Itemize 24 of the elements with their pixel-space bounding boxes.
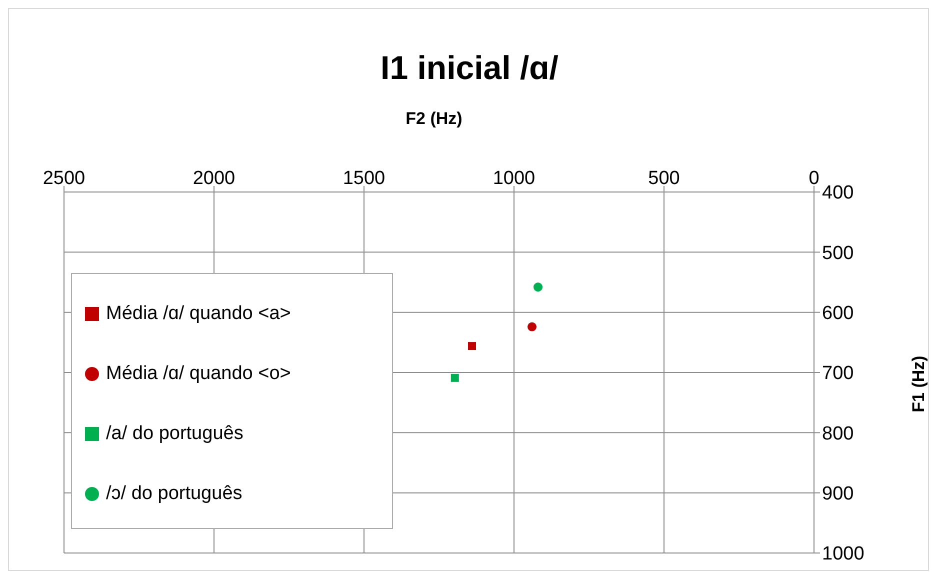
legend-label: /a/ do português bbox=[106, 423, 244, 445]
legend-label: Média /ɑ/ quando <a> bbox=[106, 303, 291, 325]
legend-label: Média /ɑ/ quando <o> bbox=[106, 363, 291, 385]
x-tick-label: 2000 bbox=[192, 168, 236, 189]
point bbox=[533, 282, 543, 292]
point bbox=[468, 342, 476, 350]
point bbox=[450, 374, 459, 382]
x-tick-label: 1000 bbox=[492, 168, 536, 189]
y-tick-label: 500 bbox=[822, 242, 854, 264]
x-tick-label: 500 bbox=[648, 168, 680, 189]
y-tick-label: 700 bbox=[822, 363, 854, 384]
legend-label: /ɔ/ do português bbox=[106, 483, 242, 505]
chart-title: I1 inicial /ɑ/ bbox=[380, 49, 560, 87]
x-axis-title: F2 (Hz) bbox=[404, 109, 464, 129]
x-tick-label: 1500 bbox=[342, 168, 386, 189]
x-tick-label: 0 bbox=[808, 168, 820, 189]
x-tick-label: 2500 bbox=[42, 168, 86, 189]
y-tick-label: 800 bbox=[822, 423, 854, 444]
y-tick-label: 600 bbox=[822, 303, 854, 324]
y-axis-title: F1 (Hz) bbox=[909, 354, 929, 414]
y-tick-label: 1000 bbox=[822, 544, 864, 565]
y-tick-label: 400 bbox=[822, 182, 854, 204]
point bbox=[527, 322, 537, 332]
y-tick-label: 900 bbox=[822, 484, 854, 505]
